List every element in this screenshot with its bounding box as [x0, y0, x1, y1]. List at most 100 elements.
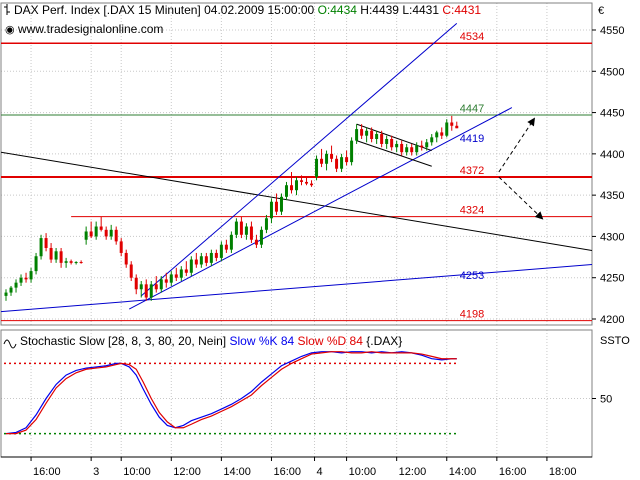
time-tick-label: 12:00 — [173, 466, 201, 478]
candle-body — [229, 234, 233, 250]
price-tick-label: 4350 — [600, 190, 624, 202]
open-value: O:4434 — [318, 3, 358, 17]
candle-body — [415, 145, 419, 153]
candle-body — [249, 226, 253, 240]
candle-body — [455, 125, 459, 129]
stochastic-bands — [4, 362, 457, 435]
candle-body — [144, 284, 148, 298]
time-axis: 16:00 3 10:00 12:00 14:00 16:00 4 10:00 12:00 14:… — [33, 466, 576, 478]
candle-body — [259, 229, 263, 245]
time-tick-label: 4 — [317, 466, 323, 478]
candle-body — [159, 279, 163, 290]
candle-body — [139, 284, 143, 290]
level-label-4447: 4447 — [460, 103, 484, 115]
candle-body — [335, 158, 339, 169]
price-y-axis: 4200 4250 4300 4350 4400 4450 4500 4550 — [592, 25, 624, 326]
candle-body — [59, 251, 63, 263]
level-label-4534: 4534 — [460, 31, 484, 43]
candle-body — [300, 180, 304, 182]
candle-body — [435, 132, 439, 138]
candle-body — [174, 274, 178, 278]
projection-arrow-1 — [498, 176, 544, 220]
time-tick-label: 18:00 — [549, 466, 577, 478]
slow-k-label: Slow %K 84 — [229, 334, 294, 348]
candle-body — [214, 252, 218, 258]
candle-body — [385, 138, 389, 144]
slow-d-label: Slow %D 84 — [298, 334, 364, 348]
candle-body — [184, 269, 188, 273]
candle-body — [9, 287, 13, 293]
candle-body — [84, 231, 88, 240]
trend-label-4419: 4419 — [460, 133, 484, 145]
currency-label: € — [598, 5, 604, 17]
time-gridlines — [30, 3, 548, 461]
stochastic-symbol: {.DAX} — [366, 334, 402, 348]
high-value: H:4439 — [360, 3, 399, 17]
candle-body — [79, 262, 83, 264]
candle-body — [169, 274, 173, 283]
instrument-title: DAX Perf. Index [.DAX 15 Minuten] — [14, 3, 201, 17]
candle-body — [54, 251, 58, 260]
candle-body — [254, 239, 258, 245]
candle-body — [119, 241, 123, 253]
candle-body — [149, 284, 153, 298]
candle-body — [279, 196, 283, 212]
candle-body — [104, 229, 108, 237]
time-tick-label: 14:00 — [223, 466, 251, 478]
candle-body — [179, 269, 183, 278]
candle-body — [19, 277, 23, 283]
candle-body — [274, 201, 278, 212]
candle-body — [440, 132, 444, 136]
trendline-3 — [140, 23, 458, 297]
time-tick-label: 16:00 — [499, 466, 527, 478]
candle-body — [360, 129, 364, 136]
level-label-4324: 4324 — [460, 205, 484, 217]
candle-body — [44, 238, 48, 248]
candle-body — [234, 221, 238, 235]
time-tick-label: 3 — [93, 466, 99, 478]
candle-body — [89, 231, 93, 237]
candle-body — [94, 226, 98, 237]
candle-body — [219, 244, 223, 258]
candle-body — [400, 143, 404, 153]
candle-body — [315, 158, 319, 177]
candle-body — [164, 279, 168, 283]
candle-body — [450, 122, 454, 126]
trend-label-4253: 4253 — [460, 270, 484, 282]
oscillator-icon — [3, 339, 17, 349]
candle-body — [365, 130, 369, 136]
candle-body — [99, 226, 103, 230]
candle-body — [194, 259, 198, 265]
candle-body — [375, 134, 379, 139]
candle-body — [370, 130, 374, 139]
projection-arrow-0 — [498, 117, 536, 173]
candle-body — [390, 138, 394, 148]
trendline-5 — [356, 140, 432, 167]
candle-body — [204, 256, 208, 263]
chart-header: DAX Perf. Index [.DAX 15 Minuten] 04.02.… — [4, 3, 481, 36]
candle-body — [355, 129, 359, 141]
trendline-2 — [128, 107, 513, 310]
trendlines — [1, 23, 592, 313]
candle-body — [34, 256, 38, 272]
candle-body — [395, 143, 399, 148]
level-labels: 4534 4447 4372 4324 4198 4419 4253 — [460, 31, 484, 320]
close-value: C:4431 — [442, 3, 481, 17]
low-value: L:4431 — [402, 3, 439, 17]
price-tick-label: 4450 — [600, 108, 624, 120]
stochastic-y-axis: 50 — [592, 394, 612, 406]
candle-body — [284, 185, 288, 197]
candle-body — [14, 282, 18, 288]
stochastic-legend: Stochastic Slow [28, 8, 3, 80, 20, Nein]… — [20, 334, 402, 348]
price-panel-frame — [0, 2, 593, 326]
candle-body — [289, 185, 293, 191]
time-tick-label: 10:00 — [123, 466, 151, 478]
candle-body — [124, 252, 128, 265]
bar-datetime: 04.02.2009 15:00:00 — [204, 3, 314, 17]
candle-body — [134, 277, 138, 290]
candle-body — [425, 142, 429, 148]
series-slow-d — [6, 351, 457, 435]
